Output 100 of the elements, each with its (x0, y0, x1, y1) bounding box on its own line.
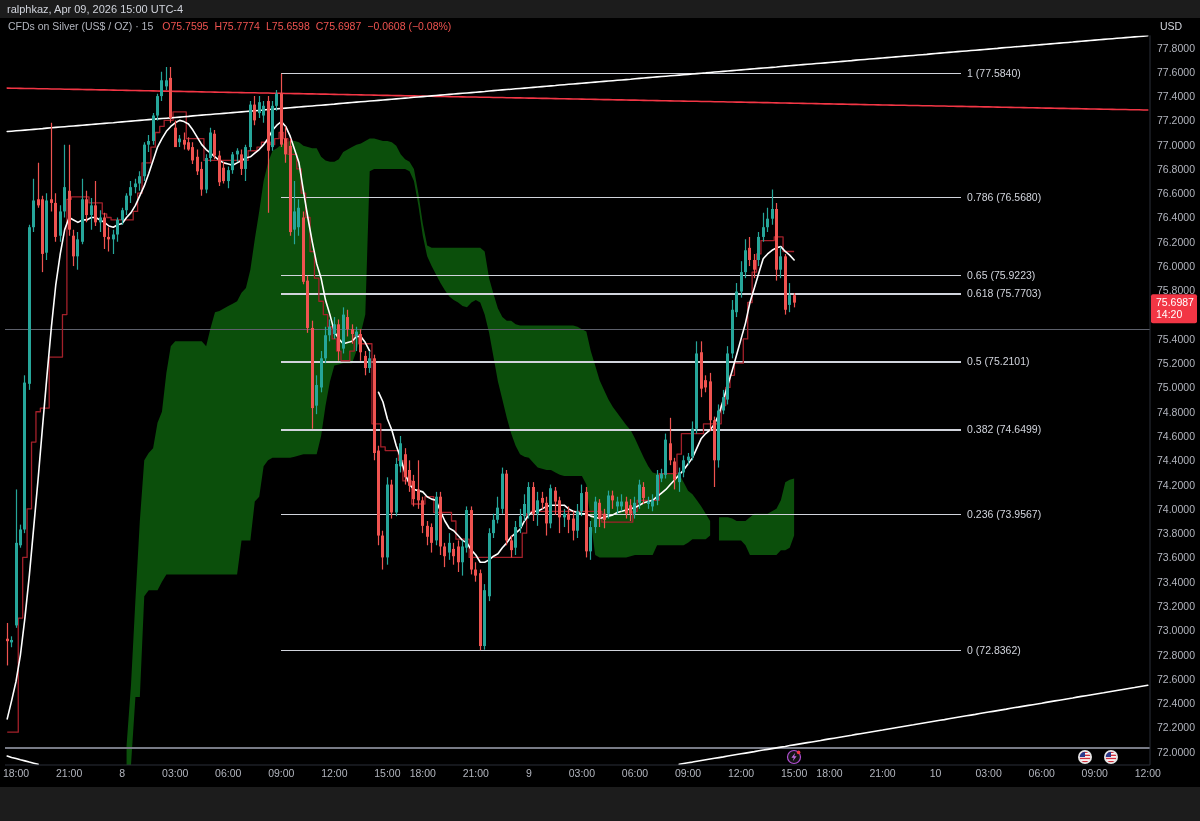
candlestick (262, 100, 265, 124)
candlestick (510, 534, 513, 559)
candlestick (337, 318, 340, 362)
candlestick (664, 432, 667, 480)
y-tick-label: 77.6000 (1157, 65, 1196, 78)
candlestick (771, 188, 774, 226)
candlestick (293, 180, 296, 245)
candlestick (713, 415, 716, 488)
y-tick-label: 77.8000 (1157, 41, 1196, 54)
candlestick (642, 481, 645, 505)
candlestick (514, 520, 517, 556)
candlestick (457, 539, 460, 573)
candlestick (700, 340, 703, 398)
candlestick (691, 420, 694, 461)
candlestick (479, 568, 482, 651)
candlestick (549, 483, 552, 529)
candlestick (532, 481, 535, 522)
candlestick (275, 89, 278, 112)
candlestick (576, 503, 579, 539)
x-tick-label: 06:00 (1028, 767, 1055, 779)
line-series (6, 35, 1149, 133)
x-tick-label: 21:00 (869, 767, 896, 779)
candlestick (585, 486, 588, 559)
candlestick (85, 190, 88, 223)
candlestick (519, 508, 522, 534)
y-tick-label: 72.8000 (1157, 648, 1196, 661)
candlestick (474, 561, 477, 583)
candlestick (63, 144, 66, 219)
candlestick (218, 150, 221, 187)
candlestick (156, 93, 159, 121)
candlestick (748, 236, 751, 267)
chart-subtitle: ralphkaz, Apr 09, 2026 15:00 UTC-4 (7, 3, 184, 15)
candlestick (390, 479, 393, 520)
candlestick (695, 340, 698, 435)
y-tick-label: 72.2000 (1157, 721, 1196, 734)
candlestick (324, 326, 327, 364)
candlestick (762, 212, 765, 243)
candlestick (333, 316, 336, 340)
candlestick (607, 490, 610, 520)
candlestick (443, 542, 446, 568)
text: H75.7774 (214, 20, 261, 32)
candlestick (448, 532, 451, 561)
y-tick-label: 73.2000 (1157, 599, 1196, 612)
y-tick-label: 74.2000 (1157, 478, 1196, 491)
candlestick (435, 491, 438, 546)
y-tick-label: 72.4000 (1157, 697, 1196, 710)
candlestick (15, 488, 18, 629)
candlestick (673, 457, 676, 491)
candlestick (656, 469, 659, 506)
candlestick (209, 127, 212, 163)
candlestick (346, 309, 349, 338)
x-tick-label: 8 (119, 767, 126, 779)
x-tick-label: 12:00 (727, 767, 755, 779)
candlestick (183, 131, 186, 151)
candlestick (611, 490, 614, 510)
candlestick (567, 505, 570, 534)
x-tick-label: 18:00 (816, 767, 843, 779)
candlestick (147, 134, 150, 153)
candlestick (580, 483, 583, 517)
candlestick (430, 522, 433, 554)
candlestick (536, 491, 539, 527)
y-tick-label: 76.2000 (1157, 235, 1196, 248)
candlestick (125, 192, 128, 216)
y-tick-label: 74.4000 (1157, 454, 1196, 467)
candlestick (421, 496, 424, 534)
candlestick (320, 350, 323, 393)
candlestick (213, 129, 216, 160)
candlestick (452, 542, 455, 566)
candlestick (152, 112, 155, 146)
candlestick (59, 204, 62, 243)
candlestick (116, 216, 119, 243)
y-tick-label: 77.4000 (1157, 90, 1196, 103)
y-tick-label: 76.0000 (1157, 260, 1196, 273)
candlestick (744, 238, 747, 279)
candlestick (200, 161, 203, 197)
candlestick (315, 374, 318, 415)
line-series (678, 684, 1149, 765)
candlestick (788, 282, 791, 313)
candlestick (160, 71, 163, 102)
candlestick (72, 229, 75, 267)
candlestick (205, 153, 208, 194)
candlestick (94, 180, 97, 227)
y-tick-label: 75.0000 (1157, 381, 1196, 394)
candlestick (784, 253, 787, 316)
x-tick-label: 09:00 (268, 767, 295, 779)
y-tick-label: 76.4000 (1157, 211, 1196, 224)
candlestick (527, 481, 530, 520)
candlestick (169, 66, 172, 124)
candlestick (54, 192, 57, 243)
y-tick-label: 75.4000 (1157, 332, 1196, 345)
ref-line-label: 0.236 (73.9567) (967, 507, 1042, 520)
y-tick-label: 74.6000 (1157, 430, 1196, 443)
candlestick (103, 212, 106, 250)
candlestick (258, 95, 261, 119)
x-tick-label: 09:00 (674, 767, 702, 779)
candlestick (717, 403, 720, 469)
candlestick (271, 100, 274, 152)
candlestick (129, 180, 132, 204)
y-tick-label: 77.0000 (1157, 138, 1196, 151)
candlestick (174, 119, 177, 148)
